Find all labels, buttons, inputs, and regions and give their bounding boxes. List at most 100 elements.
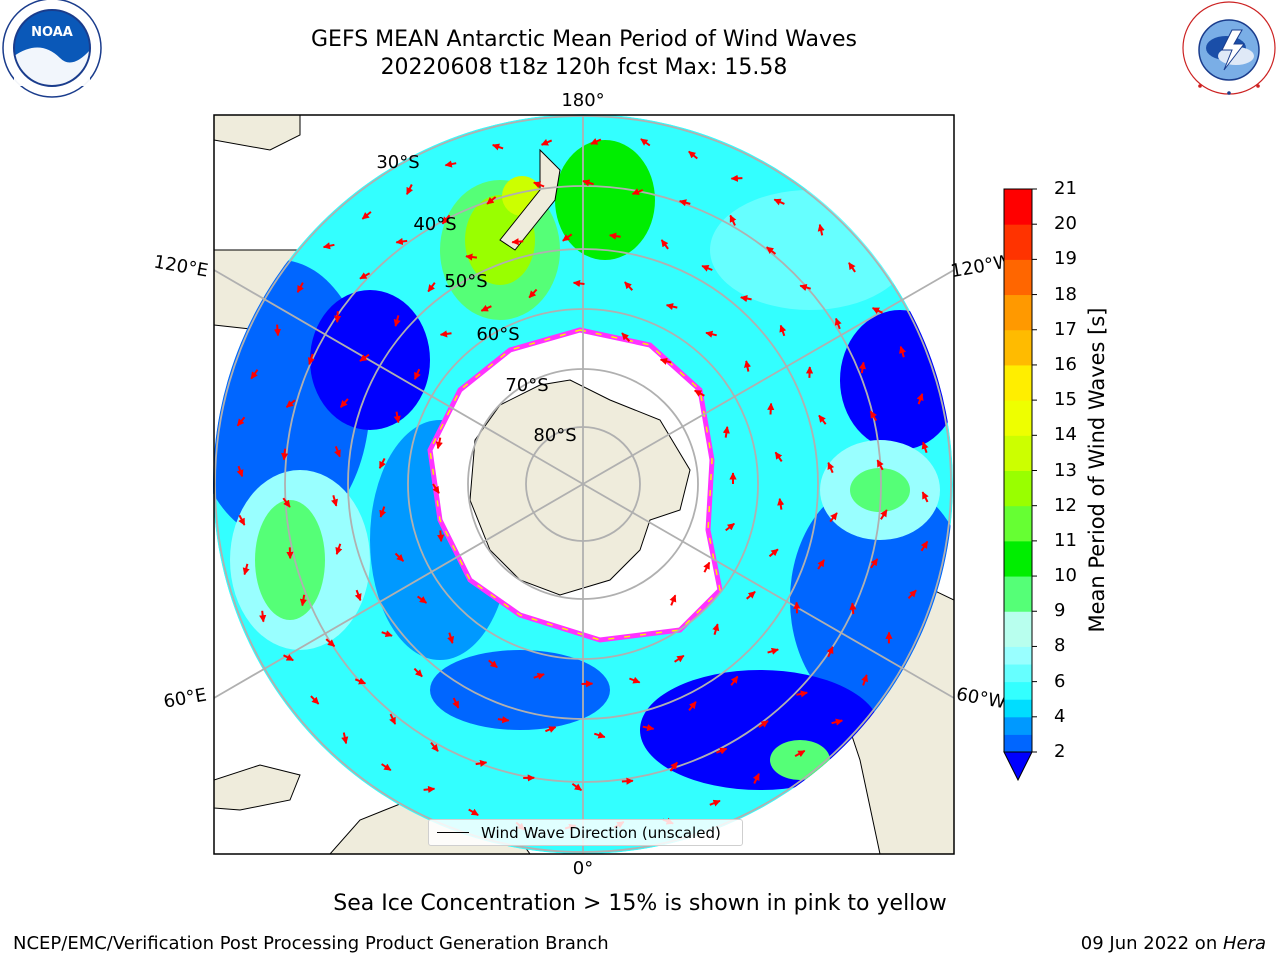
wave-direction-arrow xyxy=(486,196,497,205)
colorbar-tick-label: 12 xyxy=(1054,494,1077,516)
wave-direction-arrow xyxy=(674,654,685,663)
lon-label-0: 0° xyxy=(573,858,593,879)
wave-direction-arrow xyxy=(354,589,362,602)
wave-direction-arrow xyxy=(571,782,582,792)
wave-direction-arrow xyxy=(540,138,553,146)
wave-direction-arrow xyxy=(331,495,338,507)
wave-direction-arrow xyxy=(725,522,735,532)
wave-direction-arrow xyxy=(242,563,250,576)
wave-direction-arrow xyxy=(475,759,488,767)
wave-direction-arrow xyxy=(562,233,573,242)
wave-direction-arrow xyxy=(465,253,478,261)
map-legend: Wind Wave Direction (unscaled) xyxy=(428,819,743,846)
legend-label: Wind Wave Direction (unscaled) xyxy=(481,823,721,842)
lon-label-180: 180° xyxy=(561,90,604,111)
wave-direction-arrow xyxy=(325,638,336,648)
wave-direction-arrow xyxy=(688,150,698,160)
wave-direction-arrow xyxy=(296,282,304,293)
lat-label-50s: 50°S xyxy=(444,271,487,292)
noaa-logo-icon: NOAA xyxy=(2,0,102,98)
wave-direction-arrow xyxy=(299,594,307,607)
chart-subtitle: 20220608 t18z 120h fcst Max: 15.58 xyxy=(380,55,788,80)
wave-direction-arrow xyxy=(435,437,443,450)
colorbar-bin xyxy=(1004,259,1032,296)
wave-direction-arrow xyxy=(335,543,343,555)
colorbar-bin xyxy=(1004,364,1032,401)
wave-direction-arrow xyxy=(659,357,672,365)
colorbar-tick-label: 9 xyxy=(1054,600,1066,622)
wave-direction-arrow xyxy=(818,414,827,425)
colorbar-bin xyxy=(1004,646,1032,665)
wave-direction-arrow xyxy=(281,448,289,461)
wave-direction-arrow xyxy=(907,589,917,599)
wave-direction-arrow xyxy=(533,672,545,680)
wave-direction-arrow xyxy=(779,324,787,337)
wave-direction-arrow xyxy=(406,184,414,195)
colorbar-bin xyxy=(1004,664,1032,683)
colorbar-label: Mean Period of Wind Waves [s] xyxy=(1085,307,1109,633)
land-madagascar xyxy=(214,764,301,811)
wave-direction-arrow xyxy=(817,559,825,570)
wave-direction-arrow xyxy=(444,160,457,168)
colorbar-tick-label: 17 xyxy=(1054,318,1077,340)
wave-direction-arrow xyxy=(624,281,634,291)
wave-direction-arrow xyxy=(359,353,370,362)
colorbar-tick-label: 15 xyxy=(1054,389,1077,411)
wave-direction-arrow xyxy=(259,610,267,623)
colorbar-bin xyxy=(1004,681,1032,700)
wave-direction-arrow xyxy=(871,307,883,315)
colorbar-tick-label: 16 xyxy=(1054,353,1077,375)
wave-direction-arrow xyxy=(378,457,386,469)
colorbar-tick-label: 19 xyxy=(1054,248,1077,270)
colorbar-tick-label: 13 xyxy=(1054,459,1077,481)
wave-direction-arrow xyxy=(528,288,538,299)
wave-direction-arrow xyxy=(310,695,320,705)
wave-direction-arrow xyxy=(870,558,879,569)
noaa-logo-text: NOAA xyxy=(31,25,73,40)
colorbar-bin xyxy=(1004,576,1032,612)
wave-direction-arrow xyxy=(533,181,545,189)
wave-direction-arrow xyxy=(250,369,259,380)
lon-label-60w: 60°W xyxy=(955,684,1008,713)
wave-direction-arrow xyxy=(774,451,783,462)
wave-direction-arrow xyxy=(849,602,857,615)
wave-direction-arrow xyxy=(339,398,349,408)
wave-direction-arrow xyxy=(452,697,460,709)
wave-direction-arrow xyxy=(826,646,834,658)
colorbar-bin xyxy=(1004,505,1032,542)
colorbar-tick-label: 4 xyxy=(1054,705,1066,727)
wave-direction-arrow xyxy=(794,749,806,758)
lat-label-30s: 30°S xyxy=(376,152,419,173)
wave-direction-arrow xyxy=(722,426,730,438)
colorbar-bin xyxy=(1004,734,1032,753)
lat-label-60s: 60°S xyxy=(476,324,519,345)
wave-direction-arrow xyxy=(629,676,641,684)
wave-direction-arrow xyxy=(417,595,427,604)
wave-direction-arrow xyxy=(468,808,479,816)
colorbar-underflow-triangle xyxy=(1003,751,1033,782)
colorbar-bin xyxy=(1004,189,1032,225)
wave-direction-arrow xyxy=(665,303,678,311)
wave-direction-arrow xyxy=(712,623,720,635)
colorbar-bin xyxy=(1004,540,1032,577)
wave-direction-arrow xyxy=(827,461,835,474)
wave-direction-arrow xyxy=(395,237,408,246)
wave-direction-arrow xyxy=(492,143,504,151)
wave-direction-arrow xyxy=(640,138,651,147)
wave-direction-arrow xyxy=(621,332,631,342)
wave-direction-arrow xyxy=(447,632,455,644)
wave-direction-arrow xyxy=(767,402,775,415)
wave-direction-arrow xyxy=(916,393,924,405)
wave-direction-arrow xyxy=(413,667,423,678)
wave-direction-arrow xyxy=(379,506,387,518)
host-name: Hera xyxy=(1222,933,1266,954)
lat-label-80s: 80°S xyxy=(533,425,576,446)
colorbar-bin xyxy=(1004,224,1032,260)
wave-direction-arrow xyxy=(394,552,405,562)
land-new-zealand xyxy=(499,148,561,251)
date-text: 09 Jun 2022 on xyxy=(1080,933,1223,954)
wave-direction-arrow xyxy=(341,732,349,745)
wave-direction-arrow xyxy=(773,198,785,206)
wave-direction-arrow xyxy=(283,654,294,662)
